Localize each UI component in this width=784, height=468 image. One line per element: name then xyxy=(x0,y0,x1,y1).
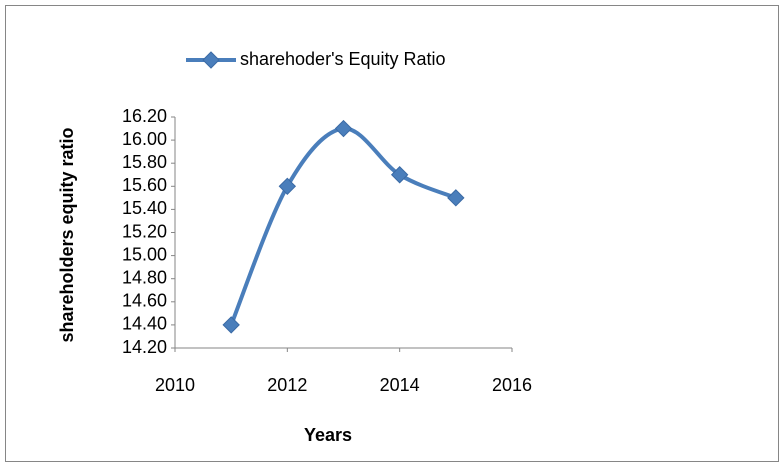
y-tick-label: 14.60 xyxy=(122,291,167,311)
y-axis-label: shareholders equity ratio xyxy=(57,127,77,342)
x-tick-label: 2012 xyxy=(267,375,307,395)
y-tick-label: 14.80 xyxy=(122,267,167,287)
legend-label: sharehoder's Equity Ratio xyxy=(240,49,446,69)
x-tick-label: 2016 xyxy=(492,375,532,395)
legend-marker xyxy=(202,51,220,69)
y-tick-label: 15.40 xyxy=(122,198,167,218)
y-tick-label: 15.60 xyxy=(122,175,167,195)
series-line xyxy=(229,126,457,326)
y-tick-label: 16.20 xyxy=(122,106,167,126)
y-tick-label: 14.40 xyxy=(122,314,167,334)
point-marker xyxy=(334,119,353,138)
point-marker xyxy=(278,177,297,196)
x-tick-label: 2010 xyxy=(155,375,195,395)
y-tick-label: 15.00 xyxy=(122,244,167,264)
y-tick-label: 15.20 xyxy=(122,221,167,241)
x-tick-label: 2014 xyxy=(380,375,420,395)
point-marker xyxy=(222,316,240,334)
point-marker xyxy=(390,166,409,184)
y-tick-label: 14.20 xyxy=(122,337,167,357)
x-axis-label: Years xyxy=(304,425,352,445)
y-tick-label: 16.00 xyxy=(122,129,167,149)
point-marker xyxy=(447,189,465,207)
y-tick-label: 15.80 xyxy=(122,152,167,172)
chart-border xyxy=(5,5,779,462)
